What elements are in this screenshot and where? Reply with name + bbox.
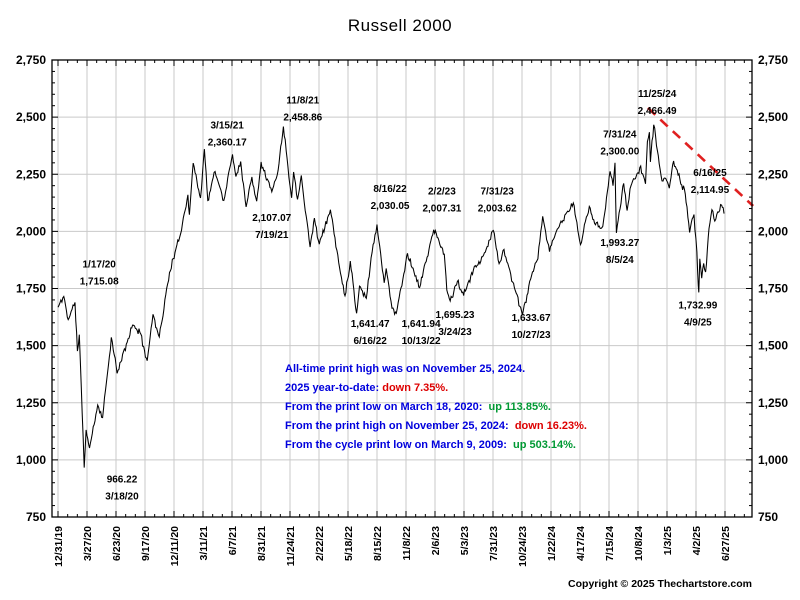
commentary-segment: 2025 year-to-date:	[285, 382, 383, 394]
commentary-segment: down 16.23%.	[514, 420, 587, 432]
x-tick-label: 12/31/19	[53, 526, 65, 567]
y-tick-label-right: 1,250	[758, 396, 788, 410]
point-annotation: 8/16/22 2,030.05	[371, 184, 410, 212]
commentary-line: From the print high on November 25, 2024…	[285, 417, 587, 436]
x-tick-label: 5/3/23	[459, 526, 471, 555]
y-tick-label-left: 1,750	[16, 282, 46, 296]
y-tick-label-left: 2,500	[16, 110, 46, 124]
x-tick-label: 2/22/22	[314, 526, 326, 561]
x-tick-label: 9/17/20	[140, 526, 152, 561]
point-annotation: 11/25/24 2,466.49	[638, 89, 677, 117]
y-tick-label-left: 2,750	[16, 53, 46, 67]
commentary-segment: From the print high on November 25, 2024…	[285, 420, 515, 432]
chart-title: Russell 2000	[347, 16, 453, 35]
y-tick-label-right: 1,750	[758, 282, 788, 296]
x-tick-label: 4/17/24	[575, 526, 587, 561]
x-tick-label: 3/11/21	[198, 526, 210, 561]
plot-frame	[51, 59, 753, 518]
x-tick-label: 6/27/25	[720, 526, 732, 561]
y-tick-label-right: 2,750	[758, 53, 788, 67]
commentary-line: From the cycle print low on March 9, 200…	[285, 436, 587, 455]
y-tick-label-right: 2,500	[758, 110, 788, 124]
y-tick-label-left: 750	[26, 510, 46, 524]
y-tick-label-right: 1,500	[758, 339, 788, 353]
x-tick-label: 6/23/20	[111, 526, 123, 561]
x-tick-label: 1/3/25	[662, 526, 674, 555]
point-annotation: 1,732.99 4/9/25	[678, 300, 717, 328]
point-annotation: 2/2/23 2,007.31	[422, 186, 461, 214]
point-annotation: 11/8/21 2,458.86	[283, 96, 322, 124]
commentary-segment: up 503.14%.	[513, 439, 576, 451]
x-tick-label: 10/24/23	[517, 526, 529, 567]
point-annotation: 1/17/20 1,715.08	[80, 260, 119, 288]
commentary-segment: down 7.35%.	[382, 382, 449, 394]
commentary-block: All-time print high was on November 25, …	[285, 360, 587, 455]
x-tick-label: 11/8/22	[401, 526, 413, 561]
commentary-line: All-time print high was on November 25, …	[285, 360, 587, 379]
x-tick-label: 8/31/21	[256, 526, 268, 561]
x-tick-label: 7/15/24	[604, 526, 616, 561]
y-tick-label-left: 1,500	[16, 339, 46, 353]
point-annotation: 1,993.27 8/5/24	[600, 238, 639, 266]
point-annotation: 7/31/24 2,300.00	[600, 129, 639, 157]
point-annotation: 6/16/25 2,114.95	[691, 168, 730, 196]
x-tick-label: 6/7/21	[227, 526, 239, 555]
x-tick-label: 12/11/20	[169, 526, 181, 566]
x-tick-label: 7/31/23	[488, 526, 500, 561]
point-annotation: 1,641.47 6/16/22	[351, 319, 390, 347]
commentary-line: From the print low on March 18, 2020: up…	[285, 398, 587, 417]
y-tick-label-left: 1,250	[16, 396, 46, 410]
y-tick-label-right: 2,250	[758, 167, 788, 181]
commentary-segment: All-time print high was on November 25, …	[285, 363, 526, 375]
copyright-text: Copyright © 2025 Thechartstore.com	[568, 578, 752, 590]
x-tick-label: 8/15/22	[372, 526, 384, 561]
commentary-line: 2025 year-to-date: down 7.35%.	[285, 379, 587, 398]
x-tick-label: 5/18/22	[343, 526, 355, 561]
x-tick-label: 11/24/21	[285, 526, 297, 566]
commentary-segment: From the cycle print low on March 9, 200…	[285, 439, 514, 451]
y-tick-label-left: 1,000	[16, 453, 46, 467]
y-tick-label-right: 1,000	[758, 453, 788, 467]
x-tick-label: 2/6/23	[430, 526, 442, 555]
x-tick-label: 3/27/20	[82, 526, 94, 561]
downtrend-dashed-line	[647, 107, 755, 207]
point-annotation: 3/15/21 2,360.17	[208, 121, 247, 149]
x-tick-label: 4/2/25	[691, 526, 703, 555]
commentary-segment: up 113.85%.	[488, 401, 551, 413]
y-tick-label-left: 2,000	[16, 224, 46, 238]
y-tick-label-right: 2,000	[758, 224, 788, 238]
y-tick-label-right: 750	[758, 510, 778, 524]
point-annotation: 966.22 3/18/20	[105, 474, 139, 502]
point-annotation: 1,633.67 10/27/23	[512, 313, 551, 341]
commentary-segment: From the print low on March 18, 2020:	[285, 401, 489, 413]
x-tick-label: 10/8/24	[633, 526, 645, 561]
point-annotation: 1,695.23 3/24/23	[436, 310, 475, 338]
price-line	[57, 124, 725, 468]
x-tick-label: 1/22/24	[546, 526, 558, 561]
point-annotation: 1,641.94 10/13/22	[402, 319, 441, 347]
y-tick-label-left: 2,250	[16, 167, 46, 181]
point-annotation: 2,107.07 7/19/21	[252, 213, 291, 241]
point-annotation: 7/31/23 2,003.62	[478, 186, 517, 214]
